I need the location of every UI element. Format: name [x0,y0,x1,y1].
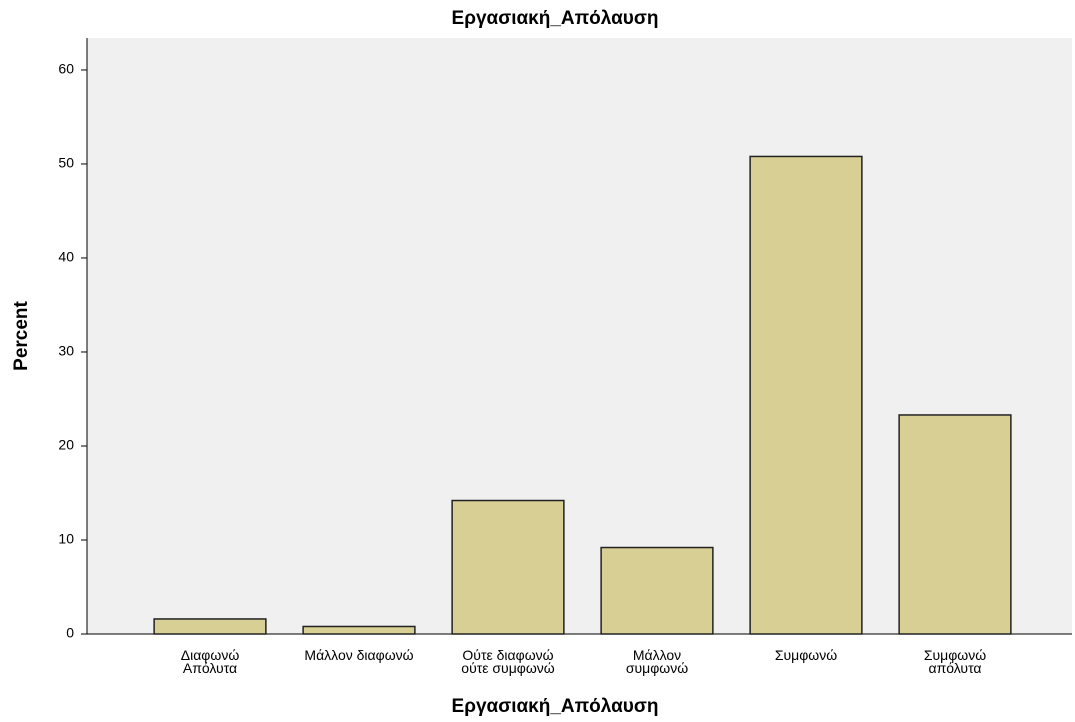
x-tick-label: Διαφωνώ Απόλυτα [181,647,240,676]
y-tick-label: 20 [58,437,74,453]
bar [302,625,416,635]
x-tick-label: Συμφωνώ απόλυτα [924,647,986,676]
x-tick-label: Συμφωνώ [775,647,837,663]
y-tick-label: 50 [58,155,74,171]
bar [600,546,714,635]
bar [898,414,1012,635]
bar [153,618,267,635]
y-axis-title: Percent [11,300,32,370]
y-tick-label: 0 [66,625,74,641]
y-tick-label: 60 [58,61,74,77]
x-tick-label: Μάλλον συμφωνώ [626,647,688,676]
y-tick-label: 10 [58,531,74,547]
chart-title: Εργασιακή_Απόλαυση [452,8,659,29]
y-tick-label: 40 [58,249,74,265]
y-tick-label: 30 [58,343,74,359]
bar [451,499,565,635]
bar [749,155,863,635]
x-tick-label: Μάλλον διαφωνώ [304,647,413,663]
x-tick-label: Ούτε διαφωνώ ούτε συμφωνώ [461,647,554,676]
x-axis-title: Εργασιακή_Απόλαυση [452,696,659,717]
